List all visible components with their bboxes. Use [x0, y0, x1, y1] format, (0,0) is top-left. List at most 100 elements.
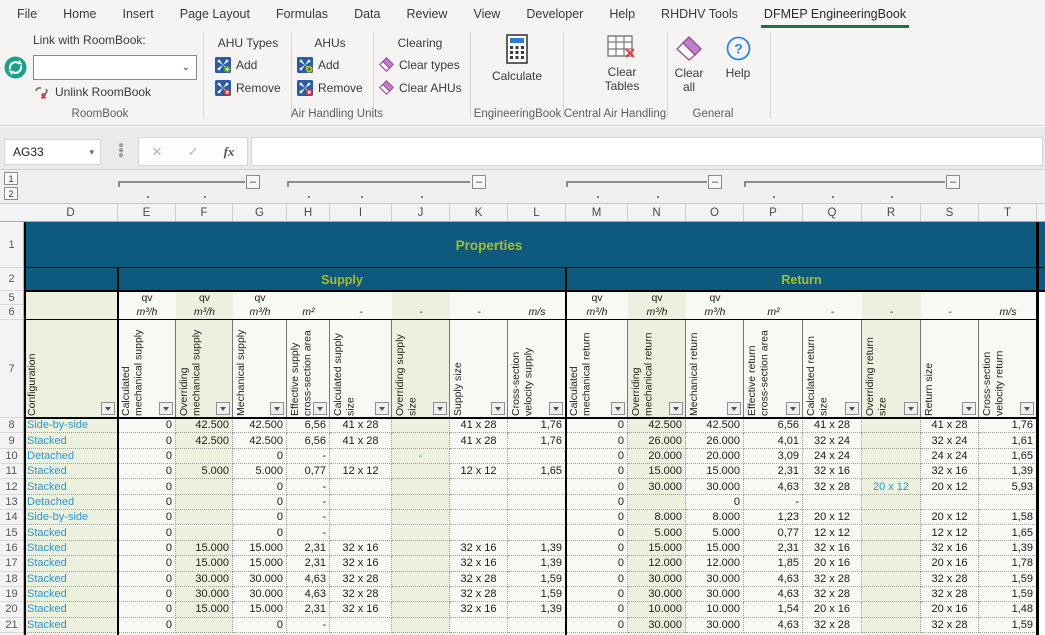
value-cell[interactable]: 0: [566, 602, 628, 618]
cancel-entry-icon[interactable]: ✕: [151, 143, 163, 159]
value-cell[interactable]: 0: [118, 510, 176, 526]
value-cell[interactable]: 32 x 16: [330, 540, 392, 557]
column-header-S[interactable]: S: [921, 204, 979, 221]
collapse-group-button[interactable]: –: [472, 175, 486, 189]
value-cell[interactable]: [862, 586, 921, 603]
value-cell[interactable]: 0: [118, 418, 176, 434]
value-cell[interactable]: [330, 494, 392, 511]
filter-dropdown-button[interactable]: [313, 402, 327, 415]
row-header-9[interactable]: 9: [0, 433, 23, 449]
value-cell[interactable]: 20 x 12: [862, 479, 921, 495]
value-cell[interactable]: [803, 494, 862, 511]
value-cell[interactable]: [862, 418, 921, 434]
config-cell[interactable]: Detached: [24, 494, 118, 511]
outline-level-2-button[interactable]: 2: [4, 187, 18, 200]
value-cell[interactable]: 1,76: [979, 418, 1037, 434]
value-cell[interactable]: 8.000: [686, 510, 744, 526]
value-cell[interactable]: 0: [233, 525, 287, 541]
value-cell[interactable]: 0: [118, 525, 176, 541]
value-cell[interactable]: 0: [566, 479, 628, 495]
value-cell[interactable]: 20 x 12: [803, 510, 862, 526]
value-cell[interactable]: 42.500: [233, 418, 287, 434]
value-cell[interactable]: 1,39: [508, 602, 566, 618]
value-cell[interactable]: 4,01: [744, 433, 803, 449]
column-header-Q[interactable]: Q: [803, 204, 862, 221]
ribbon-tab-data[interactable]: Data: [354, 7, 381, 21]
value-cell[interactable]: 41 x 28: [921, 418, 979, 434]
value-cell[interactable]: 3,09: [744, 448, 803, 465]
value-cell[interactable]: 41 x 28: [450, 418, 508, 434]
value-cell[interactable]: -: [287, 479, 330, 495]
value-cell[interactable]: 8.000: [628, 510, 686, 526]
value-cell[interactable]: -: [287, 510, 330, 526]
value-cell[interactable]: [392, 464, 450, 480]
value-cell[interactable]: 1,59: [979, 586, 1037, 603]
column-header-P[interactable]: P: [744, 204, 803, 221]
value-cell[interactable]: 32 x 16: [330, 556, 392, 572]
value-cell[interactable]: 0: [566, 418, 628, 434]
value-cell[interactable]: 5.000: [628, 525, 686, 541]
value-cell[interactable]: [979, 494, 1037, 511]
value-cell[interactable]: 32 x 16: [450, 556, 508, 572]
value-cell[interactable]: [862, 448, 921, 465]
value-cell[interactable]: [862, 540, 921, 557]
filter-dropdown-button[interactable]: [845, 402, 859, 415]
collapse-group-button[interactable]: –: [246, 175, 260, 189]
value-cell[interactable]: 15.000: [176, 556, 233, 572]
value-cell[interactable]: 6,56: [287, 433, 330, 449]
formula-bar-handle[interactable]: ● ● ●: [118, 140, 125, 161]
value-cell[interactable]: 1,23: [744, 510, 803, 526]
value-cell[interactable]: [392, 510, 450, 526]
filter-dropdown-button[interactable]: [491, 402, 505, 415]
value-cell[interactable]: 32 x 16: [921, 464, 979, 480]
value-cell[interactable]: 32 x 28: [330, 571, 392, 587]
filter-dropdown-button[interactable]: [549, 402, 563, 415]
value-cell[interactable]: -: [287, 617, 330, 633]
value-cell[interactable]: 2,31: [287, 602, 330, 618]
value-cell[interactable]: [392, 540, 450, 557]
row-header-6[interactable]: 6: [0, 305, 23, 320]
value-cell[interactable]: [450, 479, 508, 495]
filter-dropdown-button[interactable]: [375, 402, 389, 415]
value-cell[interactable]: 0: [566, 617, 628, 633]
value-cell[interactable]: [176, 479, 233, 495]
value-cell[interactable]: 0: [118, 464, 176, 480]
value-cell[interactable]: [450, 525, 508, 541]
value-cell[interactable]: [862, 494, 921, 511]
value-cell[interactable]: 1,39: [508, 540, 566, 557]
filter-dropdown-button[interactable]: [727, 402, 741, 415]
value-cell[interactable]: -: [392, 448, 450, 465]
ribbon-tab-rhdhv-tools[interactable]: RHDHV Tools: [661, 7, 738, 21]
value-cell[interactable]: 0: [118, 571, 176, 587]
value-cell[interactable]: 32 x 28: [921, 586, 979, 603]
clearing-clear-types-button[interactable]: Clear types: [379, 57, 460, 72]
value-cell[interactable]: [392, 586, 450, 603]
value-cell[interactable]: 32 x 16: [330, 602, 392, 618]
value-cell[interactable]: 0: [566, 494, 628, 511]
value-cell[interactable]: 1,48: [979, 602, 1037, 618]
filter-dropdown-button[interactable]: [216, 402, 230, 415]
config-cell[interactable]: Side-by-side: [24, 510, 118, 526]
value-cell[interactable]: 15.000: [176, 602, 233, 618]
value-cell[interactable]: 20 x 16: [803, 602, 862, 618]
value-cell[interactable]: 42.500: [176, 418, 233, 434]
value-cell[interactable]: 41 x 28: [330, 418, 392, 434]
filter-dropdown-button[interactable]: [904, 402, 918, 415]
value-cell[interactable]: 12 x 12: [921, 525, 979, 541]
value-cell[interactable]: 41 x 28: [450, 433, 508, 449]
ribbon-tab-help[interactable]: Help: [609, 7, 636, 21]
row-header-13[interactable]: 13: [0, 495, 23, 511]
calculate-button[interactable]: Calculate: [489, 34, 545, 83]
value-cell[interactable]: 24 x 24: [803, 448, 862, 465]
value-cell[interactable]: 0: [118, 448, 176, 465]
value-cell[interactable]: 0: [686, 494, 744, 511]
value-cell[interactable]: 32 x 16: [450, 540, 508, 557]
column-header-O[interactable]: O: [686, 204, 744, 221]
value-cell[interactable]: 30.000: [686, 617, 744, 633]
value-cell[interactable]: [862, 602, 921, 618]
value-cell[interactable]: 30.000: [628, 617, 686, 633]
value-cell[interactable]: 41 x 28: [803, 418, 862, 434]
sync-roombook-icon[interactable]: [4, 56, 27, 79]
value-cell[interactable]: 32 x 16: [803, 540, 862, 557]
config-cell[interactable]: Stacked: [24, 617, 118, 633]
